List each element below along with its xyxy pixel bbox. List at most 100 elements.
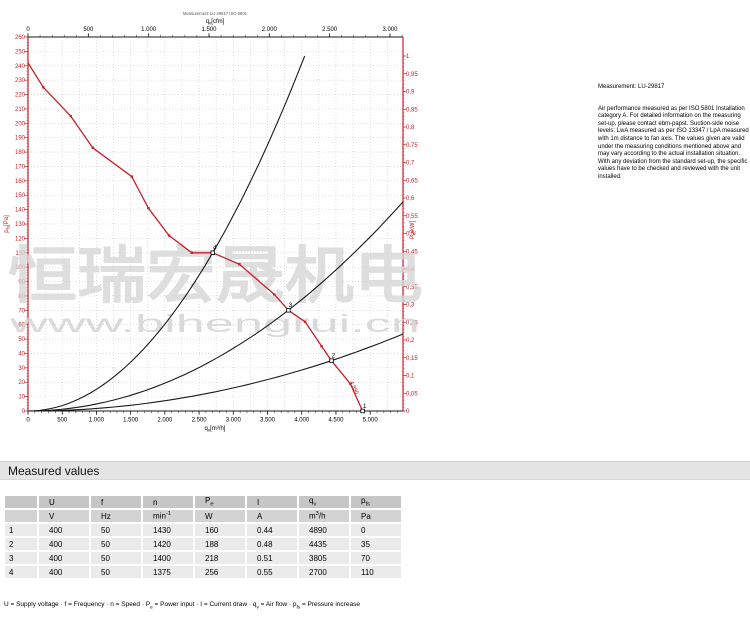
column-header: Hz bbox=[91, 510, 141, 522]
table-cell: 400 bbox=[39, 552, 89, 564]
measured-row-1: 1 400 50 1430 160 0.44 4890 0 bbox=[5, 524, 401, 536]
curve-marker bbox=[303, 320, 307, 324]
tick-label: 0,35 bbox=[406, 285, 418, 291]
curve-marker bbox=[190, 251, 193, 254]
free-flow-airflow-label: 4.890 bbox=[348, 380, 359, 395]
tick-label: 0,8 bbox=[406, 125, 415, 131]
tick-label: 5.000 bbox=[363, 418, 379, 424]
table-cell: 110 bbox=[351, 566, 401, 578]
parabola-through-point-3 bbox=[27, 201, 404, 412]
chart-caption: Measurement LU-29817 ISO 5801 bbox=[183, 11, 248, 16]
left-axis-pressure: 0 10 20 30 40 50 60 70 80 90 100 110 120 130 140 150 160… bbox=[4, 35, 28, 415]
tick-label: 0,15 bbox=[406, 356, 418, 362]
table-cell: 1375 bbox=[143, 566, 193, 578]
tick-label: 60 bbox=[18, 323, 25, 329]
watermark-url: www.bihengrui.cn bbox=[8, 310, 420, 338]
tick-label: 1.000 bbox=[141, 27, 157, 33]
measured-row-3: 3 400 50 1400 218 0.51 3805 70 bbox=[5, 552, 401, 564]
column-header bbox=[5, 496, 37, 508]
tick-label: 30 bbox=[18, 366, 25, 372]
column-header bbox=[5, 510, 37, 522]
pressure-curve: 1 2 3 4 4.890 bbox=[27, 62, 367, 414]
tick-label: 90 bbox=[18, 280, 25, 286]
bottom-axis-label: qv[m³/h] bbox=[205, 426, 226, 432]
column-header: V bbox=[39, 510, 89, 522]
gridlines bbox=[28, 37, 403, 411]
column-header: pfs bbox=[351, 496, 401, 508]
column-header: f bbox=[91, 496, 141, 508]
tick-label: 180 bbox=[15, 150, 26, 156]
table-cell: 0.44 bbox=[247, 524, 297, 536]
tick-label: 10 bbox=[18, 395, 25, 401]
tick-label: 220 bbox=[15, 93, 26, 99]
table-cell: 256 bbox=[195, 566, 245, 578]
measured-point-1 bbox=[360, 408, 365, 414]
measured-row-4: 4 400 50 1375 256 0.55 2700 110 bbox=[5, 566, 401, 578]
tick-label: 0,5 bbox=[406, 232, 415, 238]
top-axis-label: qv[cfm] bbox=[206, 19, 225, 25]
table-cell: 0 bbox=[351, 524, 401, 536]
curve-marker bbox=[130, 175, 133, 178]
tick-label: 1 bbox=[363, 403, 367, 410]
tick-label: 210 bbox=[15, 107, 26, 113]
tick-label: 0,65 bbox=[406, 178, 418, 184]
tick-label: 160 bbox=[15, 179, 26, 185]
tick-label: 0,05 bbox=[406, 391, 418, 397]
tick-label: 2.000 bbox=[262, 27, 278, 33]
tick-label: 500 bbox=[57, 418, 68, 424]
tick-label: 0 bbox=[406, 409, 410, 415]
tick-label: 240 bbox=[15, 64, 26, 70]
table-cell: 1430 bbox=[143, 524, 193, 536]
curve-marker bbox=[238, 263, 241, 266]
table-cell: 4 bbox=[5, 566, 37, 578]
tick-label: 3 bbox=[289, 302, 293, 309]
tick-label: 0,25 bbox=[406, 320, 418, 326]
table-cell: 50 bbox=[91, 538, 141, 550]
tick-label: 3.000 bbox=[226, 418, 242, 424]
tick-label: 260 bbox=[15, 35, 26, 41]
table-cell: 70 bbox=[351, 552, 401, 564]
table-cell: 2 bbox=[5, 538, 37, 550]
table-cell: 160 bbox=[195, 524, 245, 536]
measured-point-3 bbox=[286, 308, 291, 313]
table-cell: 3 bbox=[5, 552, 37, 564]
measured-row-2: 2 400 50 1420 188 0.48 4435 35 bbox=[5, 538, 401, 550]
column-header: min-1 bbox=[143, 510, 193, 522]
tick-label: 70 bbox=[18, 308, 25, 314]
curve-marker bbox=[69, 114, 72, 118]
table-cell: 400 bbox=[39, 538, 89, 550]
curve-marker bbox=[91, 146, 94, 149]
tick-label: 150 bbox=[15, 193, 26, 199]
measured-values-title: Measured values bbox=[8, 464, 100, 478]
tick-label: 2.000 bbox=[157, 418, 173, 424]
tick-label: 3.000 bbox=[382, 27, 398, 33]
tick-label: 4 bbox=[213, 245, 217, 252]
tick-label: 80 bbox=[18, 294, 25, 300]
table-cell: 3805 bbox=[299, 552, 349, 564]
symbol-legend: U = Supply voltage · f = Frequency · n =… bbox=[4, 601, 360, 610]
table-cell: 50 bbox=[91, 552, 141, 564]
top-axis-cfm: 0 500 1.000 1.500 2.000 2.500 3.000 qv[cfm] Meas… bbox=[26, 11, 403, 37]
curve-marker bbox=[42, 86, 45, 89]
tick-label: 250 bbox=[15, 49, 26, 55]
tick-label: 170 bbox=[15, 164, 26, 170]
tick-label: 500 bbox=[83, 27, 94, 33]
bottom-axis-m3h: 0 500 1.000 1.500 2.000 2.500 3.000 3.500 4.000 4… bbox=[26, 411, 398, 432]
curve-marker bbox=[273, 293, 276, 296]
tick-label: 0,75 bbox=[406, 143, 418, 149]
tick-label: 230 bbox=[15, 78, 26, 84]
tick-label: 100 bbox=[15, 265, 26, 271]
right-axis-label: Pe[kW] bbox=[410, 220, 416, 239]
table-cell: 35 bbox=[351, 538, 401, 550]
column-header: Pa bbox=[351, 510, 401, 522]
table-cell: 4435 bbox=[299, 538, 349, 550]
curve-marker bbox=[320, 345, 323, 348]
table-cell: 4890 bbox=[299, 524, 349, 536]
curve-marker bbox=[167, 234, 171, 237]
table-cell: 1420 bbox=[143, 538, 193, 550]
tick-label: 2.500 bbox=[192, 418, 208, 424]
tick-label: 0,1 bbox=[406, 374, 415, 380]
measured-point-2 bbox=[329, 358, 334, 363]
